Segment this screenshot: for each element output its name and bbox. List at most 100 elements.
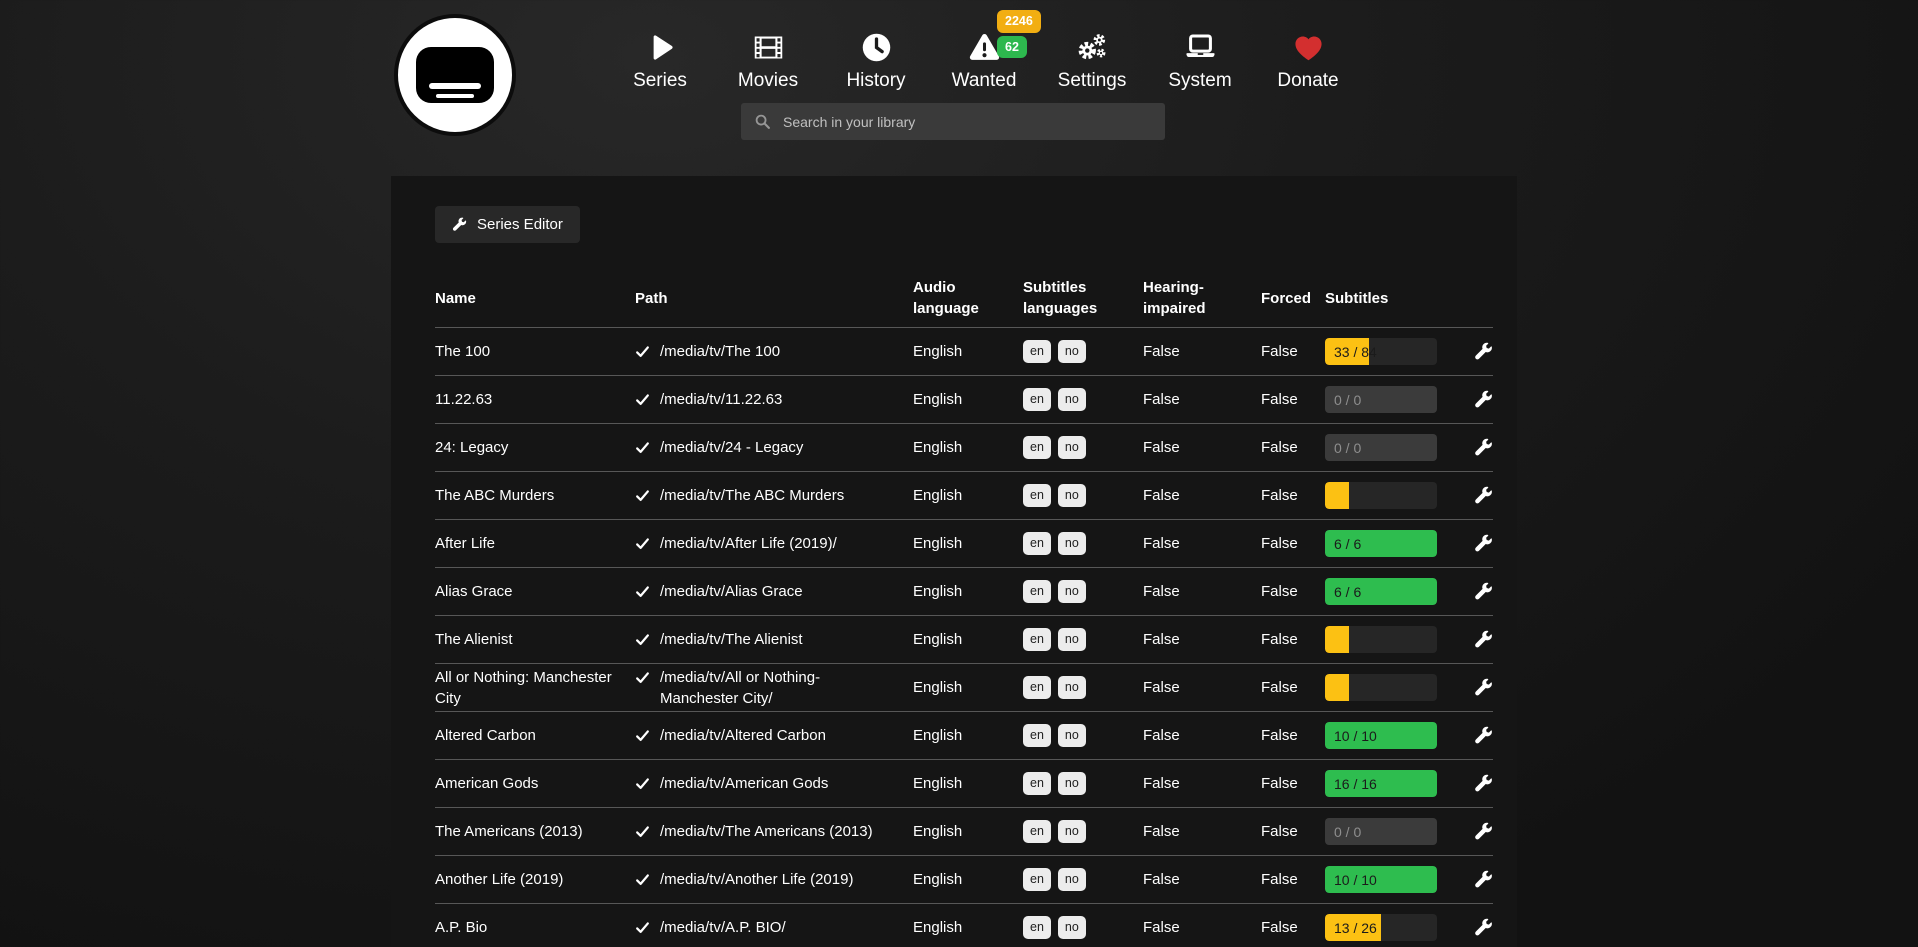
library-search (741, 103, 1165, 140)
nav-item-label: Movies (737, 70, 799, 91)
column-header-path: Path (635, 289, 668, 307)
subtitles-progress-bar (1325, 626, 1437, 653)
wrench-icon (1474, 774, 1493, 793)
edit-series-button[interactable] (1474, 390, 1493, 409)
subtitles-progress-bar: 10 / 10 (1325, 866, 1437, 893)
language-badge-en: en (1023, 916, 1051, 939)
wrench-icon (1474, 918, 1493, 937)
edit-series-button[interactable] (1474, 486, 1493, 505)
edit-series-button[interactable] (1474, 582, 1493, 601)
bazarr-logo[interactable] (394, 14, 516, 136)
table-row: The Alienist /media/tv/The Alienist Engl… (435, 615, 1493, 663)
series-name-link[interactable]: American Gods (435, 775, 539, 792)
table-row: All or Nothing: Manchester City /media/t… (435, 663, 1493, 711)
table-row: A.P. Bio /media/tv/A.P. BIO/ English en n… (435, 903, 1493, 947)
wanted-count-badge: 62 (997, 35, 1027, 58)
edit-series-button[interactable] (1474, 822, 1493, 841)
check-icon (635, 440, 650, 455)
audio-language: English (913, 775, 963, 792)
nav-item-series[interactable]: Series (606, 22, 714, 92)
subtitles-progress-bar (1325, 674, 1437, 701)
series-name-link[interactable]: The ABC Murders (435, 487, 555, 504)
audio-language: English (913, 631, 963, 648)
nav-item-movies[interactable]: Movies (714, 22, 822, 92)
play-icon (644, 31, 677, 64)
series-path: /media/tv/American Gods (635, 773, 913, 794)
check-icon (635, 872, 650, 887)
edit-series-button[interactable] (1474, 870, 1493, 889)
subtitles-progress-bar: 13 / 26 (1325, 914, 1437, 941)
series-name-link[interactable]: The Alienist (435, 631, 513, 648)
language-badge-no: no (1057, 340, 1086, 363)
series-name-link[interactable]: The 100 (435, 343, 491, 360)
language-badge-en: en (1023, 340, 1051, 363)
column-header-forced: Forced (1261, 289, 1312, 307)
hearing-impaired-value: False (1143, 631, 1180, 648)
series-name-link[interactable]: The Americans (2013) (435, 823, 583, 840)
subtitles-progress-bar: 0 / 0 (1325, 434, 1437, 461)
nav-item-donate[interactable]: Donate (1254, 22, 1362, 92)
subtitles-languages: en no (1023, 628, 1143, 651)
subtitles-languages: en no (1023, 532, 1143, 555)
progress-fill (1325, 674, 1349, 701)
progress-fill (1325, 722, 1437, 749)
nav-item-wanted[interactable]: 2246 62 Wanted (930, 10, 1041, 92)
search-input[interactable] (741, 103, 1165, 140)
series-path: /media/tv/11.22.63 (635, 389, 913, 410)
series-table-body: The 100 /media/tv/The 100 English en no F… (435, 327, 1493, 947)
series-name-link[interactable]: Altered Carbon (435, 727, 536, 744)
nav-item-settings[interactable]: Settings (1038, 22, 1146, 92)
edit-series-button[interactable] (1474, 774, 1493, 793)
nav-item-history[interactable]: History (822, 22, 930, 92)
series-name-link[interactable]: After Life (435, 535, 496, 552)
table-row: Altered Carbon /media/tv/Altered Carbon … (435, 711, 1493, 759)
edit-series-button[interactable] (1474, 630, 1493, 649)
audio-language: English (913, 823, 963, 840)
edit-series-button[interactable] (1474, 678, 1493, 697)
top-header: Series Movies History 2246 62 Wanted Sett… (0, 0, 1918, 176)
edit-series-button[interactable] (1474, 726, 1493, 745)
laptop-icon (1184, 31, 1217, 64)
column-header-name: Name (435, 289, 476, 307)
series-path: /media/tv/The Alienist (635, 629, 913, 650)
series-path-text: /media/tv/Another Life (2019) (660, 871, 854, 888)
subtitles-languages: en no (1023, 580, 1143, 603)
check-icon (635, 728, 650, 743)
progress-label: 0 / 0 (1334, 391, 1362, 408)
language-badge-no: no (1057, 532, 1086, 555)
hearing-impaired-value: False (1143, 775, 1180, 792)
series-path-text: /media/tv/The Alienist (660, 631, 803, 648)
series-name-link[interactable]: A.P. Bio (435, 919, 488, 936)
subtitles-progress-bar: 16 / 16 (1325, 770, 1437, 797)
progress-fill (1325, 578, 1437, 605)
audio-language: English (913, 871, 963, 888)
series-editor-label: Series Editor (477, 216, 563, 233)
series-name-link[interactable]: 11.22.63 (435, 391, 493, 408)
series-path-text: /media/tv/Alias Grace (660, 583, 803, 600)
column-header-audio: Audio language (913, 279, 979, 317)
series-path: /media/tv/A.P. BIO/ (635, 917, 913, 938)
edit-series-button[interactable] (1474, 342, 1493, 361)
edit-series-button[interactable] (1474, 918, 1493, 937)
check-icon (635, 392, 650, 407)
series-name-link[interactable]: Another Life (2019) (435, 871, 564, 888)
check-icon (635, 488, 650, 503)
series-editor-button[interactable]: Series Editor (435, 206, 580, 243)
language-badge-no: no (1057, 724, 1086, 747)
wrench-icon (1474, 630, 1493, 649)
series-name-link[interactable]: All or Nothing: Manchester City (435, 668, 612, 707)
series-name-link[interactable]: 24: Legacy (435, 439, 509, 456)
subtitle-line-icon (429, 83, 481, 89)
edit-series-button[interactable] (1474, 438, 1493, 457)
series-path: /media/tv/Another Life (2019) (635, 869, 913, 890)
series-name-link[interactable]: Alias Grace (435, 583, 513, 600)
audio-language: English (913, 919, 963, 936)
forced-value: False (1261, 343, 1298, 360)
series-path-text: /media/tv/Altered Carbon (660, 727, 826, 744)
edit-series-button[interactable] (1474, 534, 1493, 553)
audio-language: English (913, 679, 963, 696)
audio-language: English (913, 391, 963, 408)
series-path-text: /media/tv/The ABC Murders (660, 487, 845, 504)
nav-item-system[interactable]: System (1146, 22, 1254, 92)
language-badge-en: en (1023, 532, 1051, 555)
